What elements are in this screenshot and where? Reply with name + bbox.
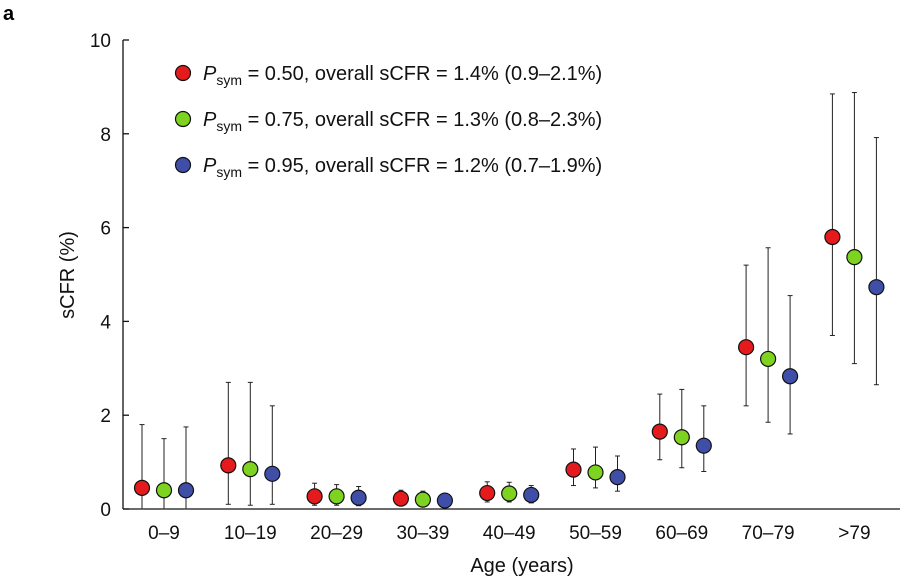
x-tick-label: 30–39 <box>396 523 449 544</box>
data-point <box>759 350 777 368</box>
data-point <box>436 492 453 509</box>
data-point <box>673 429 690 446</box>
x-tick-label: 50–59 <box>569 523 622 544</box>
x-tick-label: 0–9 <box>148 523 180 544</box>
data-point <box>242 461 259 478</box>
y-tick-label: 4 <box>100 312 111 333</box>
x-tick-label: 40–49 <box>483 523 536 544</box>
x-axis-label: Age (years) <box>470 555 573 577</box>
y-axis-label: sCFR (%) <box>57 231 79 319</box>
data-point <box>133 479 151 496</box>
panel-label: a <box>3 3 15 25</box>
x-tick-label: >79 <box>838 523 870 544</box>
data-point <box>737 339 755 356</box>
data-point <box>501 485 518 502</box>
x-tick-label: 10–19 <box>224 523 277 544</box>
data-point <box>651 423 668 440</box>
data-point <box>328 488 345 505</box>
legend-entry: Psym = 0.95, overall sCFR = 1.2% (0.7–1.… <box>203 155 602 180</box>
data-point <box>695 437 712 454</box>
y-tick-label: 0 <box>100 500 111 521</box>
legend-entry: Psym = 0.75, overall sCFR = 1.3% (0.8–2.… <box>203 109 602 134</box>
y-axis: 0 2 4 6 8 10 <box>90 31 129 521</box>
data-point <box>846 249 863 266</box>
legend-marker <box>174 156 192 174</box>
data-point <box>264 465 281 482</box>
data-point <box>587 464 604 481</box>
data-point <box>306 488 323 505</box>
x-tick-label: 60–69 <box>655 523 708 544</box>
y-tick-label: 2 <box>100 406 111 427</box>
legend-marker <box>174 110 192 128</box>
data-point <box>414 491 431 508</box>
y-tick-label: 8 <box>100 125 111 146</box>
y-tick-label: 6 <box>100 219 111 240</box>
x-tick-label: 20–29 <box>310 523 363 544</box>
data-point <box>177 482 195 499</box>
data-point <box>350 489 367 506</box>
legend-entry: Psym = 0.50, overall sCFR = 1.4% (0.9–2.… <box>203 63 602 88</box>
x-tick-label: 70–79 <box>742 523 795 544</box>
data-point <box>565 461 582 478</box>
data-point <box>781 368 799 385</box>
data-point <box>868 279 885 296</box>
x-axis: 0–9 10–19 20–29 30–39 40–49 50–59 60–69 70–79 >7… <box>123 508 900 544</box>
legend-marker <box>174 64 192 82</box>
legend: Psym = 0.50, overall sCFR = 1.4% (0.9–2.… <box>174 63 602 180</box>
data-point <box>609 469 626 486</box>
data-points <box>133 228 885 509</box>
data-point <box>824 228 841 246</box>
data-point <box>392 490 409 507</box>
data-point <box>155 482 173 499</box>
data-point <box>220 457 237 474</box>
data-point <box>479 484 496 502</box>
data-point <box>523 486 540 504</box>
y-tick-label: 10 <box>90 31 111 52</box>
